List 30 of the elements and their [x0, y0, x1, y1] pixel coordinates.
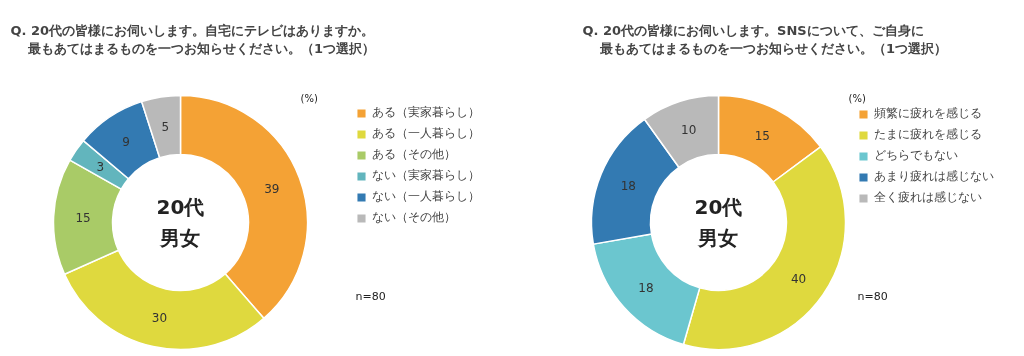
legend-label: たまに疲れを感じる — [874, 126, 982, 143]
legend-label: 全く疲れは感じない — [874, 189, 982, 206]
data-label: 40 — [790, 271, 807, 286]
data-label: 9 — [122, 135, 130, 150]
legend-label: ある（その他） — [372, 146, 456, 163]
data-label: 18 — [620, 179, 636, 194]
chart-title: Q. 20代の皆様にお伺いします。SNSについて、ご自身に最もあてはまるものを一つお知らせください。（1つ選択） — [582, 22, 948, 56]
text: 20代男女 — [156, 194, 205, 251]
legend-label: ある（一人暮らし） — [372, 125, 480, 142]
chart-title: Q. 20代の皆様にお伺いします。自宅にテレビはありますか。最もあてはまるものを一つお知らせください。（1つ選択） — [10, 22, 376, 56]
legend-label: ない（一人暮らし） — [372, 188, 480, 205]
data-label: 39 — [264, 181, 280, 196]
legend-label: ない（実家暮らし） — [372, 167, 480, 184]
data-label: 5 — [161, 119, 170, 134]
text: n=80 — [857, 290, 888, 303]
data-label: 15 — [75, 211, 91, 226]
text: (%) — [848, 93, 866, 104]
data-label: 10 — [681, 123, 697, 138]
legend-label: ない（その他） — [372, 209, 456, 226]
text: (%) — [300, 93, 318, 104]
legend-label: どちらでもない — [874, 147, 958, 164]
data-label: 30 — [151, 311, 168, 326]
legend-label: 頻繁に疲れを感じる — [874, 105, 982, 122]
text: 20代男女 — [694, 194, 743, 251]
legend-label: ある（実家暮らし） — [372, 104, 480, 121]
data-label: 3 — [96, 160, 105, 175]
data-label: 18 — [638, 281, 654, 296]
legend-label: あまり疲れは感じない — [874, 168, 994, 185]
data-label: 15 — [754, 128, 770, 143]
text: n=80 — [355, 290, 386, 303]
